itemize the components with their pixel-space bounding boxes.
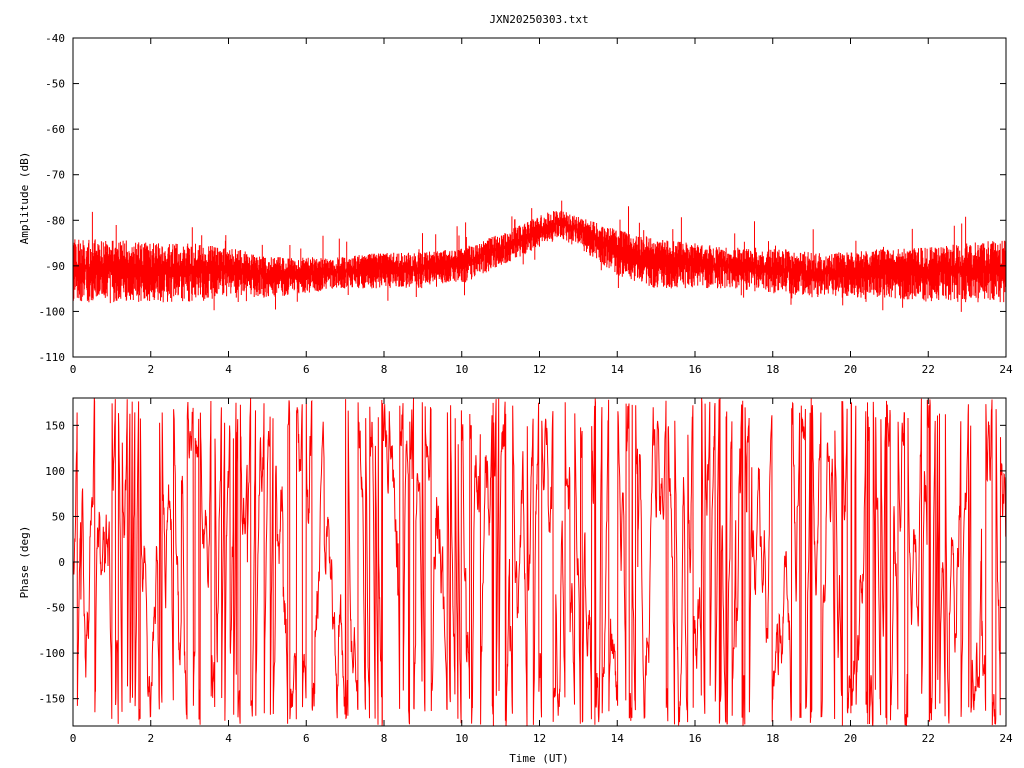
amplitude-trace bbox=[72, 200, 1007, 312]
x-tick-label: 8 bbox=[381, 363, 388, 376]
phase-axis-ticks: 0 2 4 6 8 10 12 14 16 18 20 22 24-150-100-5005010015… bbox=[39, 398, 1013, 745]
y-tick-label: -100 bbox=[39, 305, 66, 318]
phase-panel: 0 2 4 6 8 10 12 14 16 18 20 22 24-150-100-5005010015… bbox=[18, 397, 1013, 765]
y-tick-label: -70 bbox=[45, 169, 65, 182]
x-tick-label: 12 bbox=[533, 363, 546, 376]
x-tick-label: 16 bbox=[688, 732, 701, 745]
phase-series bbox=[72, 398, 1007, 726]
amplitude-y-label: Amplitude (dB) bbox=[18, 152, 31, 245]
x-tick-label: 20 bbox=[844, 363, 857, 376]
x-tick-label: 0 bbox=[70, 732, 77, 745]
y-tick-label: -100 bbox=[39, 647, 66, 660]
x-tick-label: 22 bbox=[922, 732, 935, 745]
y-tick-label: 0 bbox=[58, 556, 65, 569]
x-tick-label: 6 bbox=[303, 363, 310, 376]
x-tick-label: 14 bbox=[611, 732, 625, 745]
x-tick-label: 24 bbox=[999, 363, 1013, 376]
x-tick-label: 2 bbox=[147, 732, 154, 745]
x-tick-label: 10 bbox=[455, 363, 468, 376]
amplitude-series bbox=[72, 200, 1007, 312]
x-tick-label: 14 bbox=[611, 363, 625, 376]
amplitude-axis-ticks: 0 2 4 6 8 10 12 14 16 18 20 22 24-110-100-90-80-70-6… bbox=[39, 32, 1013, 376]
y-tick-label: -90 bbox=[45, 260, 65, 273]
x-tick-label: 20 bbox=[844, 732, 857, 745]
y-tick-label: 50 bbox=[52, 510, 65, 523]
x-tick-label: 10 bbox=[455, 732, 468, 745]
y-tick-label: -150 bbox=[39, 693, 66, 706]
x-tick-label: 8 bbox=[381, 732, 388, 745]
x-tick-label: 16 bbox=[688, 363, 701, 376]
x-tick-label: 12 bbox=[533, 732, 546, 745]
amplitude-panel: 0 2 4 6 8 10 12 14 16 18 20 22 24-110-100-90-80-70-6… bbox=[18, 32, 1013, 376]
x-tick-label: 2 bbox=[147, 363, 154, 376]
y-tick-label: -50 bbox=[45, 602, 65, 615]
y-tick-label: -50 bbox=[45, 78, 65, 91]
phase-y-label: Phase (deg) bbox=[18, 526, 31, 599]
y-tick-label: -110 bbox=[39, 351, 66, 364]
x-tick-label: 0 bbox=[70, 363, 77, 376]
x-tick-label: 18 bbox=[766, 363, 779, 376]
y-tick-label: 100 bbox=[45, 465, 65, 478]
phase-x-label: Time (UT) bbox=[509, 752, 569, 765]
amplitude-plot-frame bbox=[72, 37, 1007, 358]
chart-title: JXN20250303.txt bbox=[489, 13, 588, 26]
y-tick-label: 150 bbox=[45, 419, 65, 432]
x-tick-label: 18 bbox=[766, 732, 779, 745]
phase-trace bbox=[72, 398, 1007, 726]
x-tick-label: 24 bbox=[999, 732, 1013, 745]
y-tick-label: -80 bbox=[45, 214, 65, 227]
y-tick-label: -60 bbox=[45, 123, 65, 136]
y-tick-label: -40 bbox=[45, 32, 65, 45]
x-tick-label: 22 bbox=[922, 363, 935, 376]
x-tick-label: 4 bbox=[225, 363, 232, 376]
x-tick-label: 4 bbox=[225, 732, 232, 745]
x-tick-label: 6 bbox=[303, 732, 310, 745]
